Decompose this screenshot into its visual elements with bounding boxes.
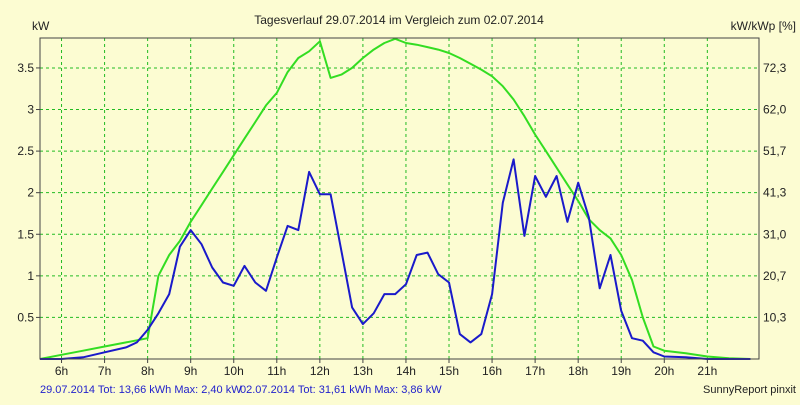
y-tick-label-left: 1.5	[17, 227, 34, 241]
y-tick-label-left: 3	[27, 103, 34, 117]
series-lines	[39, 37, 751, 360]
x-tick-label: 8h	[141, 364, 154, 378]
x-tick-label: 9h	[184, 364, 197, 378]
x-tick-label: 19h	[611, 364, 631, 378]
x-tick-label: 17h	[525, 364, 545, 378]
y-tick-label-left: 0.5	[17, 310, 34, 324]
x-tick-label: 10h	[224, 364, 244, 378]
y-tick-label-right: 31,0	[763, 227, 787, 241]
x-tick-label: 20h	[654, 364, 674, 378]
y-tick-label-right: 41,3	[763, 186, 787, 200]
y-axis-left-label: kW	[32, 19, 50, 33]
y-tick-label-left: 2.5	[17, 144, 34, 158]
y-tick-label-right: 51,7	[763, 144, 787, 158]
series-line-02.07.2014	[39, 37, 751, 360]
footer-series1-stats: 29.07.2014 Tot: 13,66 kWh Max: 2,40 kW	[40, 384, 242, 396]
y-tick-label-right: 10,3	[763, 310, 787, 324]
footer-series2-stats: 02.07.2014 Tot: 31,61 kWh Max: 3,86 kW	[240, 384, 442, 396]
y-tick-label-right: 20,7	[763, 269, 787, 283]
x-tick-label: 7h	[98, 364, 111, 378]
y-tick-label-right: 62,0	[763, 103, 787, 117]
x-tick-label: 14h	[396, 364, 416, 378]
y-axis-right-label: kW/kWp [%]	[731, 19, 796, 33]
x-tick-label: 13h	[353, 364, 373, 378]
x-tick-label: 21h	[697, 364, 717, 378]
x-tick-label: 11h	[267, 364, 286, 378]
y-tick-label-right: 72,3	[763, 61, 787, 75]
footer-brand: SunnyReport pinxit	[703, 384, 796, 396]
y-tick-label-left: 2	[27, 186, 34, 200]
x-tick-label: 16h	[482, 364, 502, 378]
grid	[36, 38, 759, 363]
x-tick-label: 15h	[439, 364, 459, 378]
y-tick-label-left: 3.5	[17, 61, 34, 75]
y-tick-label-left: 1	[27, 269, 34, 283]
tick-labels: 6h 7h 8h 9h 10h 11h 12h 13h 14h 15h 16h 17h 18h 19h 20…	[17, 61, 786, 378]
plot-frame	[39, 37, 760, 360]
x-tick-label: 6h	[55, 364, 68, 378]
x-tick-label: 12h	[310, 364, 330, 378]
chart-title: Tagesverlauf 29.07.2014 im Vergleich zum…	[254, 13, 544, 27]
series-line-29.07.2014	[40, 158, 751, 360]
x-tick-label: 18h	[568, 364, 588, 378]
